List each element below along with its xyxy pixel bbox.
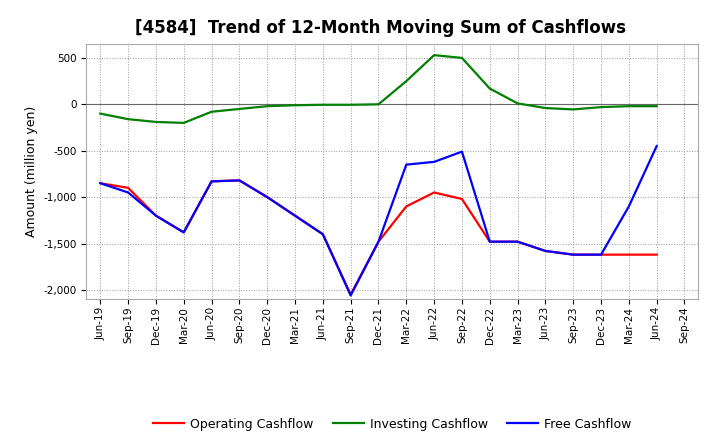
Free Cashflow (624, 204, 633, 209)
Operating Cashflow (569, 252, 577, 257)
Investing Cashflow (96, 111, 104, 116)
Investing Cashflow (179, 120, 188, 125)
Operating Cashflow (402, 204, 410, 209)
Free Cashflow (318, 231, 327, 237)
Investing Cashflow (263, 103, 271, 109)
Operating Cashflow (597, 252, 606, 257)
Investing Cashflow (402, 78, 410, 84)
Investing Cashflow (485, 86, 494, 91)
Free Cashflow (346, 293, 355, 298)
Free Cashflow (597, 252, 606, 257)
Investing Cashflow (624, 103, 633, 109)
Free Cashflow (152, 213, 161, 218)
Operating Cashflow (652, 252, 661, 257)
Free Cashflow (179, 230, 188, 235)
Investing Cashflow (152, 119, 161, 125)
Operating Cashflow (513, 239, 522, 244)
Investing Cashflow (458, 55, 467, 61)
Investing Cashflow (374, 102, 383, 107)
Y-axis label: Amount (million yen): Amount (million yen) (24, 106, 37, 237)
Free Cashflow (541, 248, 550, 253)
Investing Cashflow (124, 117, 132, 122)
Operating Cashflow (318, 231, 327, 237)
Investing Cashflow (318, 102, 327, 107)
Operating Cashflow (346, 292, 355, 297)
Line: Free Cashflow: Free Cashflow (100, 146, 657, 296)
Legend: Operating Cashflow, Investing Cashflow, Free Cashflow: Operating Cashflow, Investing Cashflow, … (148, 413, 636, 436)
Free Cashflow (96, 180, 104, 186)
Free Cashflow (291, 213, 300, 218)
Investing Cashflow (569, 107, 577, 112)
Investing Cashflow (346, 102, 355, 107)
Investing Cashflow (541, 106, 550, 111)
Operating Cashflow (207, 179, 216, 184)
Operating Cashflow (235, 178, 243, 183)
Free Cashflow (402, 162, 410, 167)
Free Cashflow (458, 149, 467, 154)
Operating Cashflow (291, 213, 300, 218)
Free Cashflow (207, 179, 216, 184)
Operating Cashflow (263, 194, 271, 200)
Operating Cashflow (485, 239, 494, 244)
Free Cashflow (513, 239, 522, 244)
Operating Cashflow (124, 185, 132, 191)
Free Cashflow (263, 194, 271, 200)
Operating Cashflow (430, 190, 438, 195)
Free Cashflow (124, 190, 132, 195)
Free Cashflow (485, 239, 494, 244)
Investing Cashflow (513, 101, 522, 106)
Investing Cashflow (597, 104, 606, 110)
Investing Cashflow (235, 106, 243, 112)
Investing Cashflow (430, 52, 438, 58)
Free Cashflow (374, 239, 383, 244)
Operating Cashflow (541, 248, 550, 253)
Free Cashflow (569, 252, 577, 257)
Line: Operating Cashflow: Operating Cashflow (100, 180, 657, 294)
Investing Cashflow (652, 103, 661, 109)
Free Cashflow (652, 143, 661, 149)
Line: Investing Cashflow: Investing Cashflow (100, 55, 657, 123)
Operating Cashflow (458, 196, 467, 202)
Operating Cashflow (374, 239, 383, 244)
Operating Cashflow (179, 230, 188, 235)
Operating Cashflow (96, 180, 104, 186)
Operating Cashflow (624, 252, 633, 257)
Free Cashflow (430, 159, 438, 165)
Operating Cashflow (152, 213, 161, 218)
Text: [4584]  Trend of 12-Month Moving Sum of Cashflows: [4584] Trend of 12-Month Moving Sum of C… (135, 19, 626, 37)
Investing Cashflow (291, 103, 300, 108)
Investing Cashflow (207, 109, 216, 114)
Free Cashflow (235, 178, 243, 183)
